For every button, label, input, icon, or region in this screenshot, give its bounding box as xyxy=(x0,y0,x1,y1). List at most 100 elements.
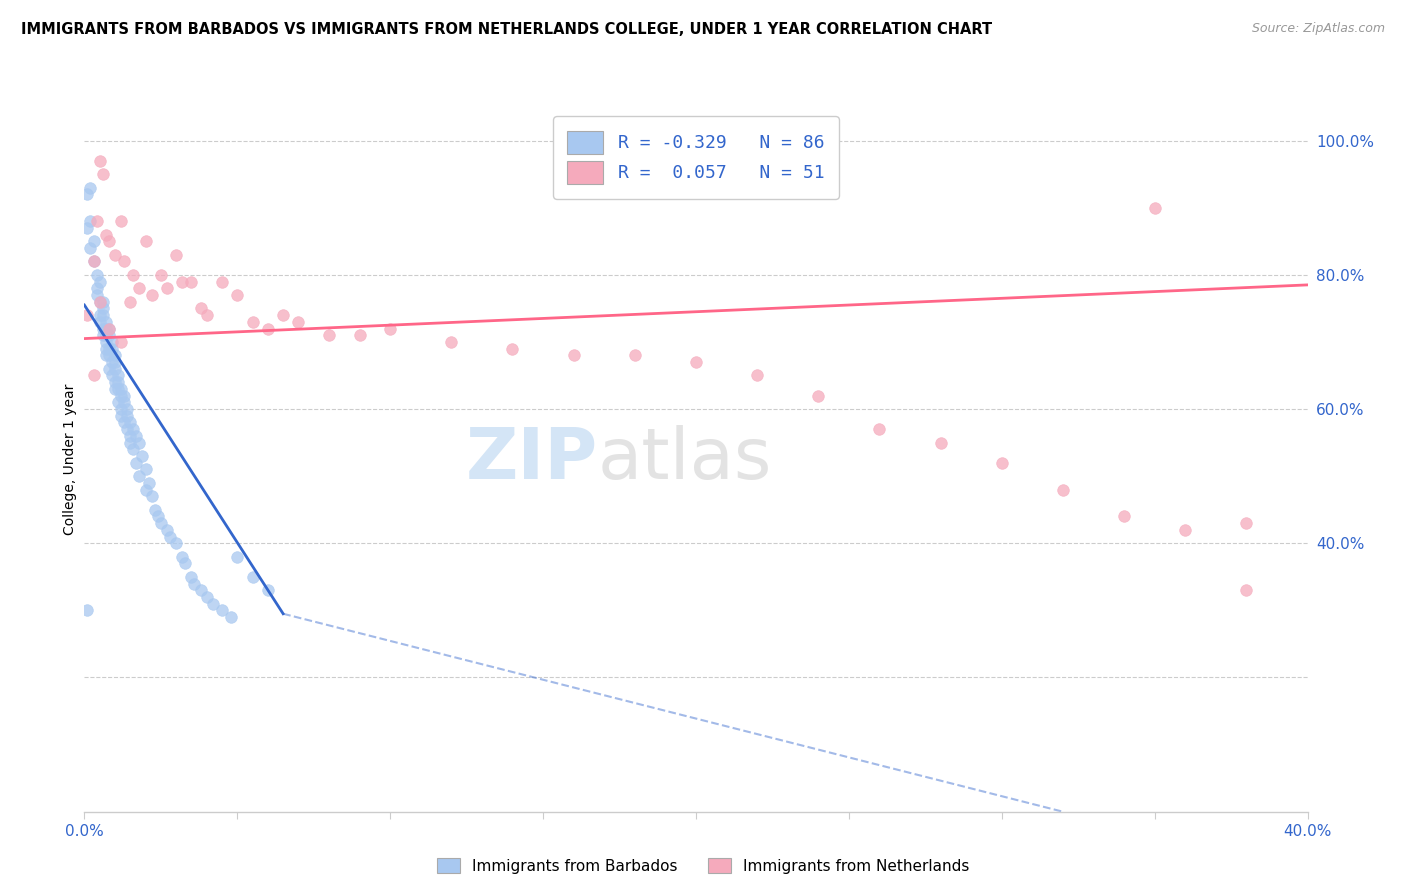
Point xyxy=(125,429,148,443)
Point xyxy=(107,382,129,396)
Point xyxy=(141,489,163,503)
Text: ZIP: ZIP xyxy=(465,425,598,494)
Point xyxy=(502,342,524,356)
Point xyxy=(128,281,150,295)
Point xyxy=(112,389,135,403)
Text: IMMIGRANTS FROM BARBADOS VS IMMIGRANTS FROM NETHERLANDS COLLEGE, UNDER 1 YEAR CO: IMMIGRANTS FROM BARBADOS VS IMMIGRANTS F… xyxy=(21,22,993,37)
Point xyxy=(110,334,132,349)
Point xyxy=(91,321,114,335)
Point xyxy=(141,288,163,302)
Point xyxy=(120,294,142,309)
Point xyxy=(76,603,98,617)
Point xyxy=(101,334,124,349)
Point xyxy=(135,234,157,248)
Point xyxy=(180,275,202,289)
Point xyxy=(174,557,197,571)
Point xyxy=(104,382,127,396)
Point xyxy=(242,315,264,329)
Point xyxy=(287,315,309,329)
Point xyxy=(91,308,114,322)
Point xyxy=(107,375,129,389)
Point xyxy=(97,361,120,376)
Point xyxy=(79,180,101,194)
Point xyxy=(1174,523,1197,537)
Point xyxy=(1143,201,1166,215)
Point xyxy=(89,275,111,289)
Point xyxy=(112,416,135,430)
Point xyxy=(122,422,145,436)
Point xyxy=(146,509,169,524)
Point xyxy=(138,475,160,490)
Point xyxy=(135,462,157,476)
Point xyxy=(97,321,120,335)
Point xyxy=(97,321,120,335)
Point xyxy=(128,435,150,450)
Point xyxy=(94,342,117,356)
Y-axis label: College, Under 1 year: College, Under 1 year xyxy=(63,384,77,535)
Point xyxy=(91,167,114,181)
Point xyxy=(143,502,166,516)
Point xyxy=(149,268,172,282)
Point xyxy=(869,422,891,436)
Point xyxy=(110,402,132,417)
Point xyxy=(101,355,124,369)
Point xyxy=(76,187,98,202)
Point xyxy=(122,442,145,457)
Point xyxy=(380,321,402,335)
Point xyxy=(440,334,463,349)
Point xyxy=(86,288,108,302)
Point xyxy=(97,348,120,362)
Point xyxy=(201,597,224,611)
Point xyxy=(149,516,172,530)
Point xyxy=(86,214,108,228)
Point xyxy=(94,227,117,242)
Point xyxy=(112,395,135,409)
Point xyxy=(562,348,585,362)
Point xyxy=(257,583,280,598)
Point xyxy=(94,328,117,343)
Point xyxy=(89,153,111,168)
Point xyxy=(91,328,114,343)
Point xyxy=(94,334,117,349)
Point xyxy=(79,214,101,228)
Point xyxy=(195,308,218,322)
Point xyxy=(97,328,120,343)
Point xyxy=(180,570,202,584)
Point xyxy=(226,549,249,564)
Point xyxy=(112,254,135,268)
Point xyxy=(131,449,153,463)
Point xyxy=(115,409,138,423)
Point xyxy=(107,368,129,383)
Point xyxy=(1052,483,1074,497)
Point xyxy=(165,536,187,550)
Point xyxy=(89,308,111,322)
Point xyxy=(271,308,294,322)
Point xyxy=(349,328,371,343)
Point xyxy=(807,389,830,403)
Point xyxy=(190,583,212,598)
Point xyxy=(1236,516,1258,530)
Point xyxy=(110,389,132,403)
Point xyxy=(101,342,124,356)
Point xyxy=(183,576,205,591)
Point xyxy=(83,234,105,248)
Point xyxy=(156,523,179,537)
Point xyxy=(83,254,105,268)
Point xyxy=(1236,583,1258,598)
Point xyxy=(156,281,179,295)
Point xyxy=(110,214,132,228)
Point xyxy=(159,530,181,544)
Point xyxy=(624,348,647,362)
Point xyxy=(83,368,105,383)
Point xyxy=(211,603,233,617)
Point xyxy=(94,321,117,335)
Point xyxy=(120,429,142,443)
Point xyxy=(929,435,952,450)
Point xyxy=(1114,509,1136,524)
Point xyxy=(128,469,150,483)
Point xyxy=(104,348,127,362)
Point xyxy=(97,342,120,356)
Point xyxy=(91,301,114,316)
Text: atlas: atlas xyxy=(598,425,772,494)
Point xyxy=(104,375,127,389)
